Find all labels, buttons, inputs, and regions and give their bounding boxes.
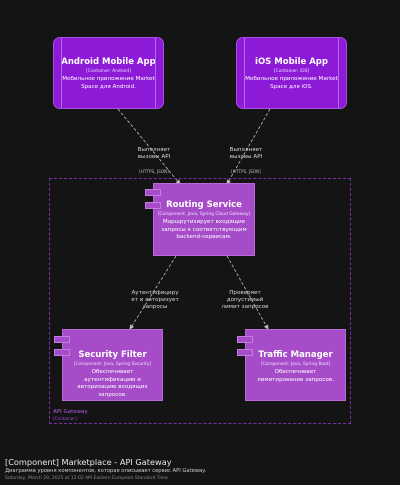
arrow-routing-to-security xyxy=(129,255,177,330)
relation-label-android-routing: Выполняет вызовы API [HTTPS, JSON] xyxy=(126,140,182,176)
diagram-date: Saturday, March 29, 2025 at 12:02 AM Eas… xyxy=(5,476,168,481)
node-title: Android Mobile App xyxy=(61,57,156,67)
relation-tech: [HTTPS, JSON] xyxy=(231,169,261,174)
component-port-icon xyxy=(54,349,70,356)
routing-service-node[interactable]: Routing Service [Component: Java, Spring… xyxy=(145,183,255,256)
boundary-type: [Container] xyxy=(53,416,77,421)
relation-label-ios-routing: Выполняет вызовы API [HTTPS, JSON] xyxy=(218,140,274,176)
relation-text: Выполняет вызовы API xyxy=(229,147,263,160)
relation-text: Проверяет допустимый лимит запросов xyxy=(221,290,269,310)
component-port-icon xyxy=(145,202,161,209)
node-title: Traffic Manager xyxy=(258,350,333,360)
security-filter-node[interactable]: Security Filter [Component: Java, Spring… xyxy=(54,329,163,401)
node-tech: [Container: iOS] xyxy=(273,69,310,74)
traffic-manager-node[interactable]: Traffic Manager [Component: Java, Spring… xyxy=(237,329,346,401)
node-description: Обеспечивает лимитирование запросов. xyxy=(257,369,334,383)
component-port-icon xyxy=(237,349,253,356)
component-port-icon xyxy=(54,336,70,343)
arrow-ios-to-routing xyxy=(226,108,271,185)
diagram-title: [Component] Marketplace - API Gateway xyxy=(5,457,172,467)
component-port-icon xyxy=(237,336,253,343)
relation-label-routing-security: Аутентифициру ет и авторизует запросы xyxy=(125,283,185,311)
node-description: Мобильное приложение Market Space для iO… xyxy=(245,76,338,90)
node-description: Мобильное приложение Market Space для An… xyxy=(62,76,155,90)
node-tech: [Component: Java, Spring Cloud Gateway] xyxy=(157,212,251,217)
android-mobile-app-node[interactable]: Android Mobile App [Container: Android] … xyxy=(53,37,164,109)
diagram-description: Диаграмма уровня компонентов, которая оп… xyxy=(5,468,207,474)
node-tech: [Container: Android] xyxy=(86,69,131,74)
relation-label-routing-traffic: Проверяет допустимый лимит запросов xyxy=(215,283,275,311)
node-tech: [Component: Java, Spring Security] xyxy=(73,362,152,367)
api-gateway-boundary xyxy=(49,178,351,424)
relation-tech: [HTTPS, JSON] xyxy=(139,169,169,174)
node-tech: [Component: Java, Spring Boot] xyxy=(260,362,331,367)
node-description: Обеспечивает аутентификацию и авторизаци… xyxy=(77,369,148,398)
boundary-name: API Gateway xyxy=(53,409,88,415)
ios-mobile-app-node[interactable]: iOS Mobile App [Container: iOS] Мобильно… xyxy=(236,37,347,109)
relation-text: Аутентифициру ет и авторизует запросы xyxy=(131,290,179,310)
arrow-routing-to-traffic xyxy=(226,255,269,330)
component-port-icon xyxy=(145,189,161,196)
node-title: Routing Service xyxy=(166,200,242,210)
node-description: Маршрутизирует входящие запросы к соотве… xyxy=(161,219,247,240)
node-title: iOS Mobile App xyxy=(255,57,328,67)
relation-text: Выполняет вызовы API xyxy=(137,147,171,160)
arrow-android-to-routing xyxy=(117,108,181,185)
node-title: Security Filter xyxy=(78,350,147,360)
